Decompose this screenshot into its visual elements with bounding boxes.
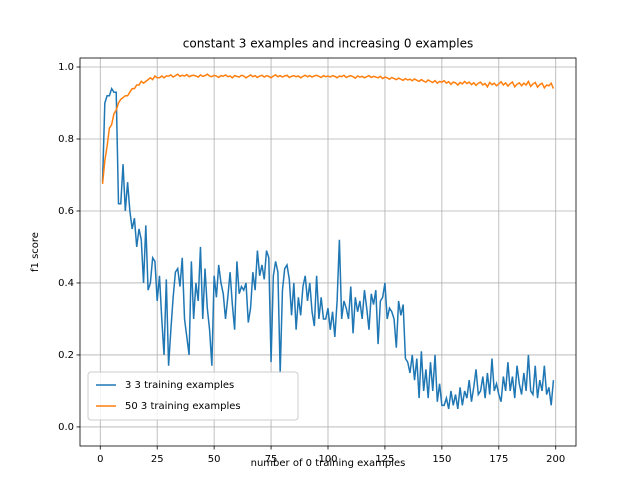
- x-axis-label: number of 0 training examples: [251, 458, 406, 469]
- x-tick-label: 50: [208, 454, 221, 465]
- legend-box: [87, 371, 299, 421]
- legend-label: 50 3 training examples: [125, 401, 241, 412]
- x-tick-label: 100: [318, 454, 337, 465]
- y-tick-label: 1.0: [58, 62, 74, 73]
- x-tick-label: 25: [151, 454, 164, 465]
- series-line: [101, 73, 555, 185]
- chart-title: constant 3 examples and increasing 0 exa…: [183, 37, 473, 51]
- x-tick-label: 0: [97, 454, 103, 465]
- axes-frame: [79, 57, 577, 447]
- y-tick-label: 0.8: [58, 134, 74, 145]
- x-tick-label: 175: [489, 454, 508, 465]
- x-tick-label: 200: [546, 454, 565, 465]
- series-line: [101, 86, 555, 410]
- x-tick-label: 150: [432, 454, 451, 465]
- x-tick-label: 125: [375, 454, 394, 465]
- legend: 3 3 training examples 50 3 training examp…: [87, 371, 299, 421]
- y-tick-label: 0.4: [58, 278, 74, 289]
- y-tick-label: 0.2: [58, 350, 74, 361]
- legend-label: 3 3 training examples: [125, 380, 234, 391]
- y-axis-label: f1 score: [30, 232, 41, 272]
- x-tick-label: 75: [265, 454, 278, 465]
- y-tick-label: 0.6: [58, 206, 74, 217]
- y-tick-label: 0.0: [58, 422, 74, 433]
